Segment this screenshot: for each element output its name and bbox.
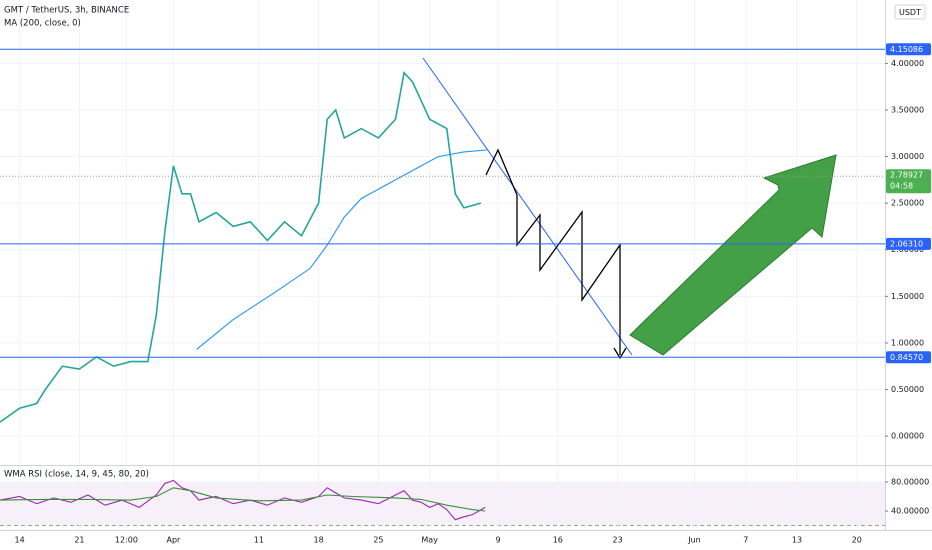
x-tick-label: 13 bbox=[792, 536, 802, 545]
projection-path bbox=[485, 148, 621, 355]
x-tick-label: 7 bbox=[743, 536, 748, 545]
x-tick-label: Jun bbox=[687, 536, 701, 545]
currency: USDT bbox=[899, 8, 921, 17]
x-tick-label: Apr bbox=[166, 536, 181, 545]
level-label-box bbox=[886, 351, 931, 364]
y-tick-label: 0.50000 bbox=[891, 385, 924, 394]
series-line bbox=[0, 487, 486, 512]
series-line bbox=[0, 479, 486, 521]
y-tick-label: 80.00000 bbox=[891, 477, 929, 486]
up-arrow bbox=[629, 154, 837, 356]
series-line bbox=[0, 70, 482, 423]
plot bbox=[0, 70, 487, 521]
x-tick-label: 9 bbox=[495, 536, 500, 545]
x-tick-label: 12:00 bbox=[115, 536, 138, 545]
y-tick-label: 2.50000 bbox=[891, 199, 924, 208]
series-line bbox=[196, 149, 487, 350]
grid bbox=[0, 0, 885, 530]
level-label-box bbox=[886, 43, 931, 56]
trend-line bbox=[422, 57, 633, 356]
x-tick-label: May bbox=[421, 536, 438, 545]
countdown: 04:58 bbox=[890, 182, 913, 191]
last-price-box bbox=[886, 169, 931, 194]
level-label: 0.84570 bbox=[890, 353, 923, 362]
rsi-title: WMA RSI (close, 14, 9, 45, 80, 20) bbox=[4, 470, 149, 480]
currency-box[interactable] bbox=[894, 4, 926, 20]
y-tick-label: 1.00000 bbox=[891, 338, 924, 347]
y-tick-label: 1.50000 bbox=[891, 292, 924, 301]
projection-arrowhead bbox=[613, 347, 627, 360]
ma-legend: MA (200, close, 0) bbox=[4, 19, 81, 29]
y-tick-label: 4.00000 bbox=[891, 59, 924, 68]
x-tick-label: 14 bbox=[15, 536, 25, 545]
x-tick-label: 23 bbox=[613, 536, 623, 545]
x-tick-label: 16 bbox=[553, 536, 563, 545]
last-price-label: 2.78927 bbox=[890, 171, 923, 180]
x-tick-label: 20 bbox=[852, 536, 862, 545]
x-tick-label: 11 bbox=[254, 536, 264, 545]
level-label: 2.06310 bbox=[890, 239, 923, 248]
symbol-title: GMT / TetherUS, 3h, BINANCE bbox=[4, 6, 129, 16]
x-tick-label: 18 bbox=[314, 536, 324, 545]
y-tick-label: 0.00000 bbox=[891, 432, 924, 441]
level-label: 4.15086 bbox=[890, 45, 923, 54]
x-tick-label: 21 bbox=[74, 536, 84, 545]
y-tick-label: 3.50000 bbox=[891, 105, 924, 114]
level-label-box bbox=[886, 237, 931, 250]
y-tick-label: 3.00000 bbox=[891, 152, 924, 161]
y-tick-label: 40.00000 bbox=[891, 507, 929, 516]
x-tick-label: 25 bbox=[373, 536, 383, 545]
